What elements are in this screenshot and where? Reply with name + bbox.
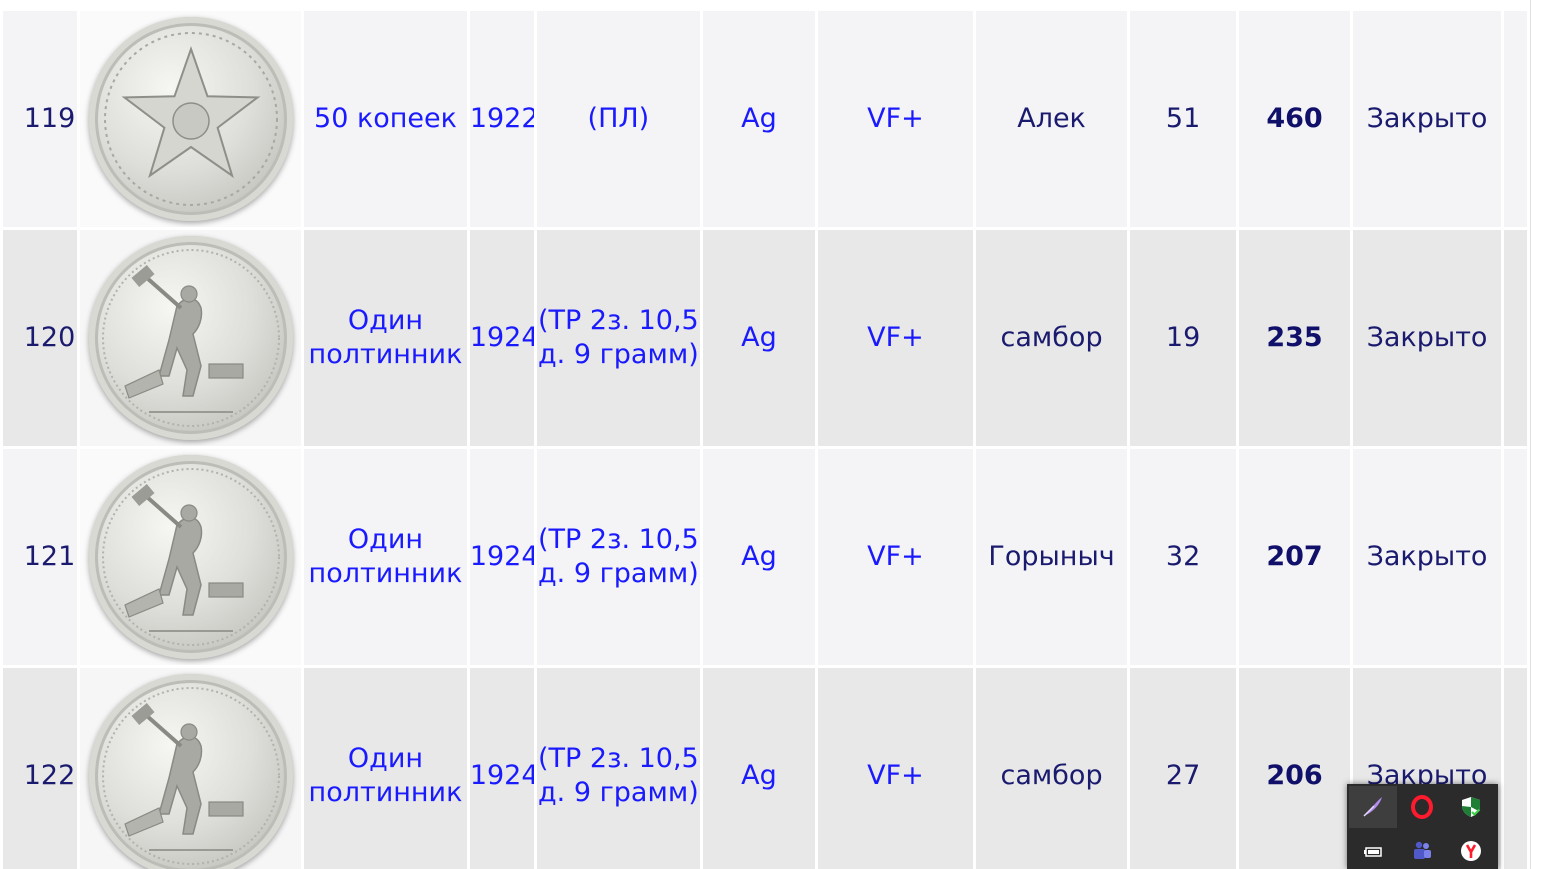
coin-name-link[interactable]: Один полтинник — [304, 668, 467, 869]
bid-count: 19 — [1130, 230, 1236, 446]
coin-name-link[interactable]: Один полтинник — [304, 449, 467, 665]
teams-icon[interactable] — [1398, 830, 1446, 869]
system-tray-popup — [1347, 784, 1498, 869]
lot-number: 122 — [3, 668, 78, 869]
coin-grade-link[interactable]: VF+ — [818, 449, 973, 665]
lot-number: 121 — [3, 449, 78, 665]
star-50-kopeek-coin[interactable] — [88, 17, 293, 221]
top-margin — [0, 0, 1530, 8]
row-edge-cell — [1503, 668, 1527, 869]
poltinnik-smith-coin[interactable] — [88, 674, 293, 869]
poltinnik-smith-coin[interactable] — [88, 236, 293, 440]
final-price: 206 — [1238, 668, 1351, 869]
final-price: 460 — [1238, 11, 1351, 227]
table-row: 121 Один полтинник 1924 (ТР 2з. 10,5 д. … — [3, 449, 1527, 665]
coin-year-link[interactable]: 1924 — [469, 230, 535, 446]
lot-number: 119 — [3, 11, 78, 227]
scrollbar-area[interactable] — [1530, 0, 1559, 869]
coin-grade-link[interactable]: VF+ — [818, 11, 973, 227]
bid-count: 51 — [1130, 11, 1236, 227]
table-row: 119 50 копеек 1922 (ПЛ) Ag VF+ Алек 51 4… — [3, 11, 1527, 227]
coin-grade-link[interactable]: VF+ — [818, 230, 973, 446]
final-price: 207 — [1238, 449, 1351, 665]
row-edge-cell — [1503, 449, 1527, 665]
coin-variant-link[interactable]: (ПЛ) — [537, 11, 700, 227]
coin-metal-link[interactable]: Ag — [702, 668, 816, 869]
table-row: 122 Один полтинник 1924 (ТР 2з. 10,5 д. … — [3, 668, 1527, 869]
seller-name: самбор — [975, 668, 1128, 869]
coin-photo-cell[interactable] — [80, 449, 302, 665]
row-edge-cell — [1503, 230, 1527, 446]
feather-pen-icon[interactable] — [1349, 786, 1397, 828]
security-shield-icon[interactable] — [1447, 786, 1495, 828]
lot-number: 120 — [3, 230, 78, 446]
coin-year-link[interactable]: 1922 — [469, 11, 535, 227]
coin-grade-link[interactable]: VF+ — [818, 668, 973, 869]
coin-metal-link[interactable]: Ag — [702, 230, 816, 446]
coin-variant-link[interactable]: (ТР 2з. 10,5 д. 9 грамм) — [537, 449, 700, 665]
auction-lots-table: 119 50 копеек 1922 (ПЛ) Ag VF+ Алек 51 4… — [0, 8, 1530, 869]
coin-year-link[interactable]: 1924 — [469, 668, 535, 869]
lot-status: Закрыто — [1353, 11, 1501, 227]
seller-name: Алек — [975, 11, 1128, 227]
coin-variant-link[interactable]: (ТР 2з. 10,5 д. 9 грамм) — [537, 230, 700, 446]
row-edge-cell — [1503, 11, 1527, 227]
coin-photo-cell[interactable] — [80, 668, 302, 869]
coin-variant-link[interactable]: (ТР 2з. 10,5 д. 9 грамм) — [537, 668, 700, 869]
yandex-browser-icon[interactable] — [1447, 830, 1495, 869]
coin-photo-cell[interactable] — [80, 11, 302, 227]
lot-status: Закрыто — [1353, 230, 1501, 446]
coin-photo-cell[interactable] — [80, 230, 302, 446]
final-price: 235 — [1238, 230, 1351, 446]
table-row: 120 Один полтинник 1924 (ТР 2з. 10,5 д. … — [3, 230, 1527, 446]
coin-name-link[interactable]: 50 копеек — [304, 11, 467, 227]
coin-name-link[interactable]: Один полтинник — [304, 230, 467, 446]
coin-metal-link[interactable]: Ag — [702, 11, 816, 227]
coin-metal-link[interactable]: Ag — [702, 449, 816, 665]
battery-device-icon[interactable] — [1349, 830, 1397, 869]
seller-name: Горыныч — [975, 449, 1128, 665]
poltinnik-smith-coin[interactable] — [88, 455, 293, 659]
seller-name: самбор — [975, 230, 1128, 446]
coin-year-link[interactable]: 1924 — [469, 449, 535, 665]
bid-count: 32 — [1130, 449, 1236, 665]
opera-icon[interactable] — [1398, 786, 1446, 828]
lot-status: Закрыто — [1353, 449, 1501, 665]
bid-count: 27 — [1130, 668, 1236, 869]
